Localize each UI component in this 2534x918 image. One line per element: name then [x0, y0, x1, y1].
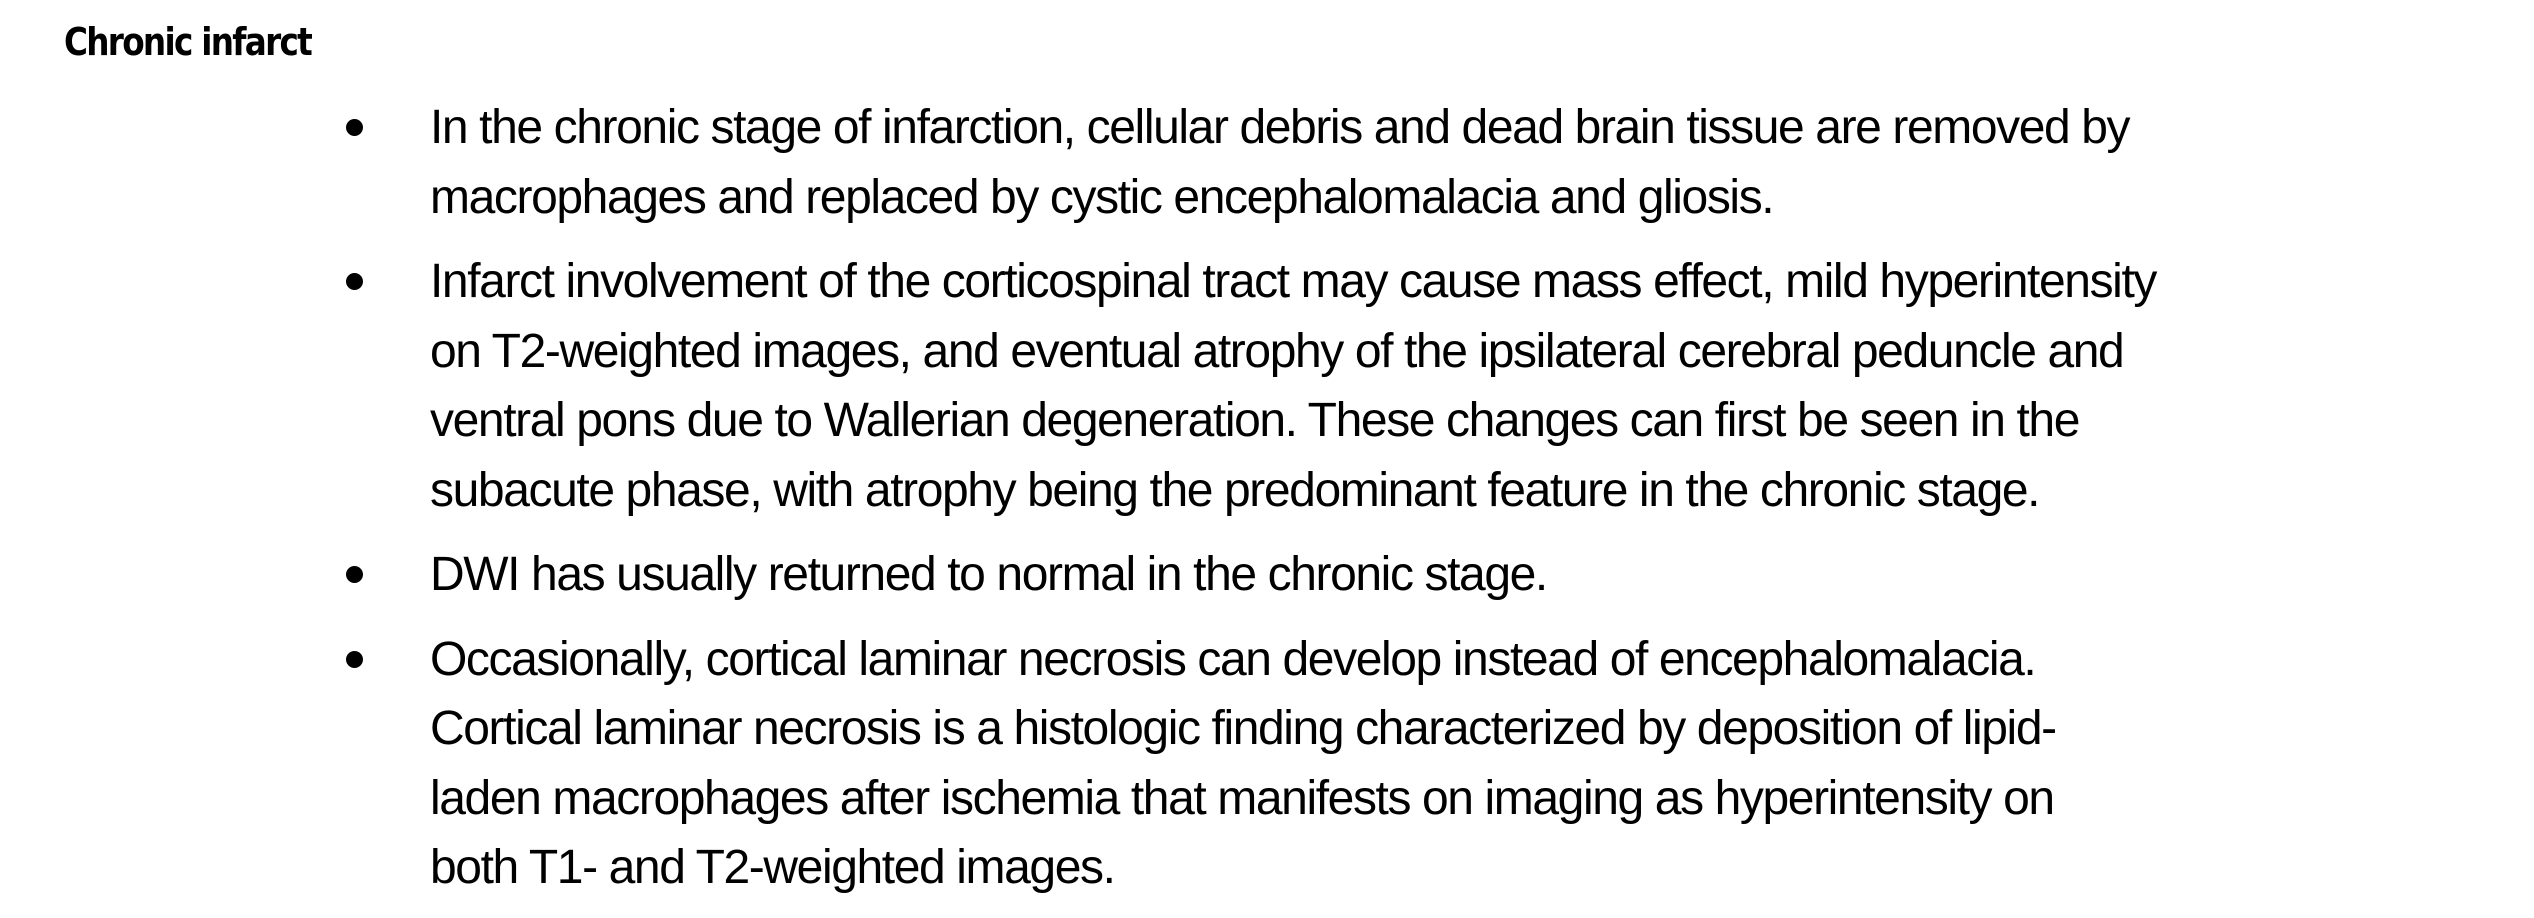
- bullet-item-cortical-laminar-necrosis: Occasionally, cortical laminar necrosis …: [0, 625, 2534, 903]
- bullet-line: In the chronic stage of infarction, cell…: [430, 101, 2131, 154]
- bullet-item-corticospinal-tract: Infarct involvement of the corticospinal…: [0, 247, 2534, 525]
- bullet-line: macrophages and replaced by cystic encep…: [430, 170, 1775, 224]
- bullet-line: Occasionally, cortical laminar necrosis …: [430, 632, 2037, 686]
- bullet-line: both T1- and T2-weighted images.: [430, 841, 1116, 894]
- bullet-line: on T2-weighted images, and eventual atro…: [430, 324, 2125, 378]
- bullet-dot-icon: [346, 273, 363, 290]
- bullet-line: Infarct involvement of the corticospinal…: [430, 255, 2157, 308]
- bullet-line: subacute phase, with atrophy being the p…: [430, 463, 2041, 517]
- bullet-line: laden macrophages after ischemia that ma…: [430, 771, 2055, 825]
- bullet-dot-icon: [346, 119, 363, 136]
- bullet-line: DWI has usually returned to normal in th…: [430, 548, 1548, 601]
- bullet-item-dwi: DWI has usually returned to normal in th…: [0, 540, 2534, 610]
- bullet-list: In the chronic stage of infarction, cell…: [0, 93, 2534, 918]
- section-heading: Chronic infarct: [64, 20, 313, 64]
- bullet-line: ventral pons due to Wallerian degenerati…: [430, 394, 2080, 447]
- bullet-line: Cortical laminar necrosis is a histologi…: [430, 702, 2057, 755]
- bullet-item-chronic-stage: In the chronic stage of infarction, cell…: [0, 93, 2534, 232]
- bullet-dot-icon: [346, 566, 363, 583]
- bullet-dot-icon: [346, 650, 363, 668]
